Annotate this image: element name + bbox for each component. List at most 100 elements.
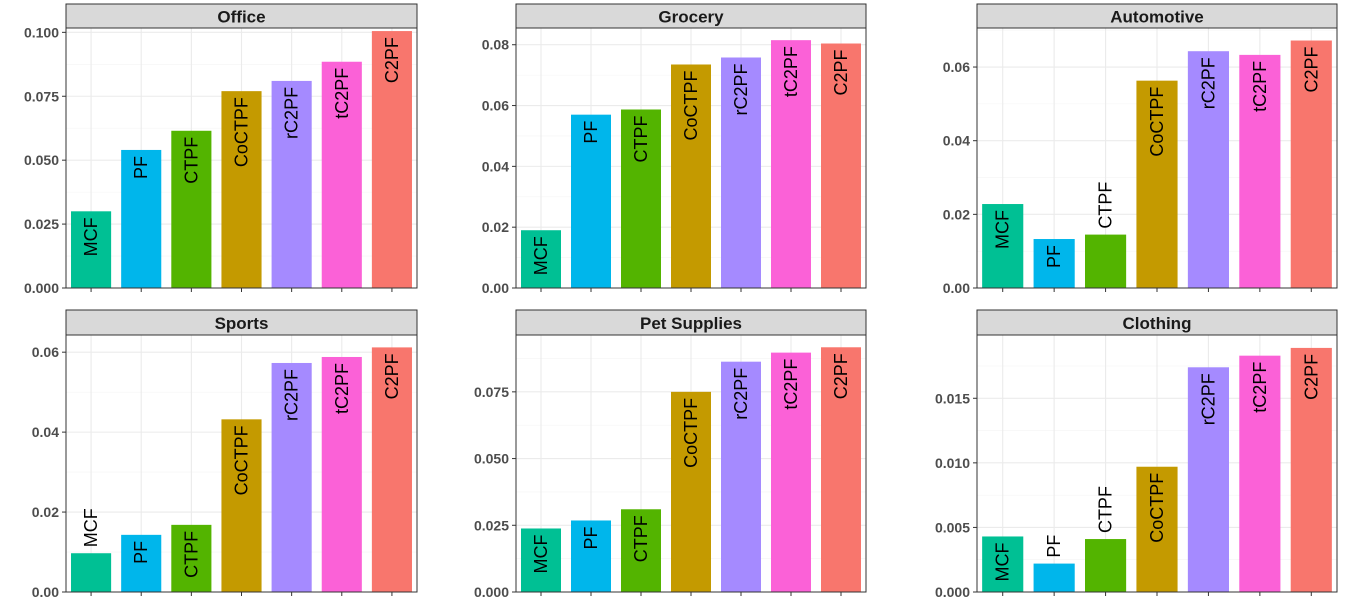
bar-C2PF xyxy=(371,347,412,592)
y-tick-label: 0.04 xyxy=(32,424,59,440)
bar-label-tC2PF: tC2PF xyxy=(781,46,801,97)
bar-tC2PF xyxy=(771,40,811,288)
y-tick-label: 0.025 xyxy=(24,216,59,232)
y-tick-label: 0.08 xyxy=(482,37,509,53)
bar-label-CTPF: CTPF xyxy=(631,515,651,562)
bar-C2PF xyxy=(821,347,861,592)
bar-label-CTPF: CTPF xyxy=(181,137,201,184)
bar-PF xyxy=(121,149,162,288)
bar-label-tC2PF: tC2PF xyxy=(1250,362,1270,413)
bar-label-MCF: MCF xyxy=(81,217,101,256)
bar-C2PF xyxy=(1290,40,1332,289)
bar-label-tC2PF: tC2PF xyxy=(332,363,352,414)
bar-label-C2PF: C2PF xyxy=(1301,47,1321,93)
bar-rC2PF xyxy=(721,57,761,289)
bar-MCF xyxy=(521,230,561,288)
bar-tC2PF xyxy=(1239,355,1281,592)
y-tick-label: 0.00 xyxy=(32,584,59,597)
bar-MCF xyxy=(71,211,112,288)
panel-5: MCF PF CTPF CoCTPF rC2PF tC2PF C2PF 0.000 0.005 0… xyxy=(935,309,1338,597)
bar-CTPF xyxy=(1085,234,1127,288)
bar-tC2PF xyxy=(321,356,362,592)
bar-label-CTPF: CTPF xyxy=(1096,486,1116,533)
y-tick-label: 0.015 xyxy=(935,390,970,406)
bar-CoCTPF xyxy=(671,391,711,592)
bar-label-PF: PF xyxy=(581,526,601,549)
bar-label-PF: PF xyxy=(131,541,151,564)
panel-1: MCF PF CTPF CoCTPF rC2PF tC2PF C2PF 0.00 0.02 0.0… xyxy=(482,3,867,296)
bar-label-PF: PF xyxy=(1044,245,1064,268)
y-tick-label: 0.02 xyxy=(32,504,59,520)
y-tick-label: 0.000 xyxy=(935,584,970,597)
bar-CTPF xyxy=(621,509,661,592)
bar-C2PF xyxy=(371,31,412,289)
bar-label-CoCTPF: CoCTPF xyxy=(681,398,701,468)
facet-strip xyxy=(976,3,1338,29)
y-tick-label: 0.000 xyxy=(474,584,509,597)
bar-CTPF xyxy=(1085,539,1127,592)
y-tick-label: 0.04 xyxy=(943,133,970,149)
facet-strip xyxy=(515,3,867,29)
y-tick-label: 0.100 xyxy=(24,24,59,40)
bar-label-rC2PF: rC2PF xyxy=(282,87,302,139)
panel-0: MCF PF CTPF CoCTPF rC2PF tC2PF C2PF 0.000 0.025 0… xyxy=(24,3,418,296)
panel-2: MCF PF CTPF CoCTPF rC2PF tC2PF C2PF 0.00 0.02 0.0… xyxy=(943,3,1338,296)
facet-title: Sports xyxy=(215,314,269,333)
bar-label-MCF: MCF xyxy=(531,236,551,275)
bar-CTPF xyxy=(171,130,212,288)
facet-strip xyxy=(976,309,1338,336)
bar-tC2PF xyxy=(321,61,362,289)
bar-label-rC2PF: rC2PF xyxy=(1198,57,1218,109)
bar-label-C2PF: C2PF xyxy=(382,37,402,83)
y-tick-label: 0.050 xyxy=(474,451,509,467)
bar-label-PF: PF xyxy=(1044,535,1064,558)
facet-strip xyxy=(65,3,418,29)
bar-MCF xyxy=(982,204,1024,288)
panel-3: MCF PF CTPF CoCTPF rC2PF tC2PF C2PF 0.00 0.02 0.0… xyxy=(32,309,418,597)
bar-rC2PF xyxy=(271,362,312,592)
bar-C2PF xyxy=(821,43,861,288)
bar-label-MCF: MCF xyxy=(531,534,551,573)
y-tick-label: 0.00 xyxy=(943,280,970,296)
bar-label-CTPF: CTPF xyxy=(181,531,201,578)
bar-PF xyxy=(1033,563,1075,592)
bar-PF xyxy=(1033,239,1075,288)
bar-label-rC2PF: rC2PF xyxy=(731,63,751,115)
bar-label-MCF: MCF xyxy=(993,542,1013,581)
bar-CoCTPF xyxy=(1136,466,1178,592)
facet-title: Clothing xyxy=(1123,314,1192,333)
y-tick-label: 0.06 xyxy=(943,59,970,75)
bar-label-C2PF: C2PF xyxy=(382,353,402,399)
facet-title: Pet Supplies xyxy=(640,314,742,333)
facet-strip xyxy=(515,309,867,336)
y-tick-label: 0.050 xyxy=(24,152,59,168)
bar-label-CTPF: CTPF xyxy=(1096,182,1116,229)
bar-CoCTPF xyxy=(1136,80,1178,288)
bar-label-C2PF: C2PF xyxy=(831,50,851,96)
bar-rC2PF xyxy=(721,361,761,592)
bar-rC2PF xyxy=(1187,367,1229,592)
y-tick-label: 0.02 xyxy=(482,219,509,235)
bar-tC2PF xyxy=(1239,54,1281,289)
bar-label-tC2PF: tC2PF xyxy=(332,68,352,119)
bar-label-MCF: MCF xyxy=(81,508,101,547)
facet-title: Grocery xyxy=(658,8,724,27)
bar-CoCTPF xyxy=(671,64,711,288)
y-tick-label: 0.06 xyxy=(482,98,509,114)
bar-MCF xyxy=(982,536,1024,592)
y-tick-label: 0.005 xyxy=(935,519,970,535)
bar-CTPF xyxy=(621,109,661,289)
bar-PF xyxy=(121,534,162,592)
bar-CTPF xyxy=(171,524,212,592)
bar-label-rC2PF: rC2PF xyxy=(1198,373,1218,425)
bar-PF xyxy=(571,114,611,289)
bar-label-rC2PF: rC2PF xyxy=(731,368,751,420)
bar-label-CoCTPF: CoCTPF xyxy=(1147,87,1167,157)
bar-label-rC2PF: rC2PF xyxy=(282,369,302,421)
y-tick-label: 0.010 xyxy=(935,455,970,471)
bar-CoCTPF xyxy=(221,91,262,288)
bar-label-PF: PF xyxy=(581,121,601,144)
bar-label-CoCTPF: CoCTPF xyxy=(232,425,252,495)
bar-label-CTPF: CTPF xyxy=(631,115,651,162)
